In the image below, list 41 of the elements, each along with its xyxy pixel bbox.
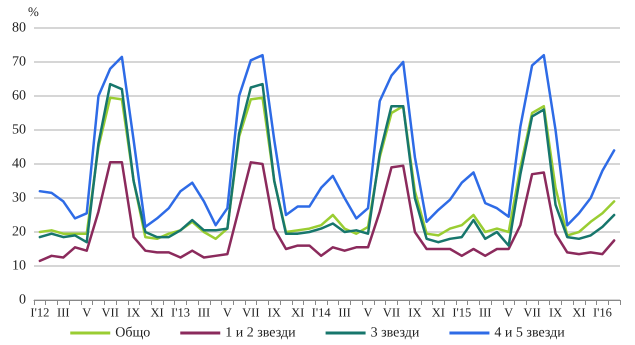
x-tick-label: V bbox=[504, 306, 514, 320]
y-tick-label: 30 bbox=[12, 190, 26, 206]
x-tick-label: V bbox=[82, 306, 92, 320]
y-tick-label: 10 bbox=[12, 258, 26, 274]
y-tick-label: 0 bbox=[19, 292, 26, 308]
y-tick-label: 20 bbox=[12, 224, 26, 240]
x-tick-label: IX bbox=[548, 306, 562, 320]
x-tick-label: I'13 bbox=[171, 306, 190, 320]
x-tick-label: V bbox=[364, 306, 373, 320]
x-tick-label: XI bbox=[432, 306, 445, 320]
x-tick-label: III bbox=[478, 306, 492, 320]
legend-label: Общо bbox=[115, 326, 150, 340]
x-tick-label: I'14 bbox=[312, 306, 332, 320]
y-axis-title: % bbox=[28, 4, 39, 19]
y-tick-label: 70 bbox=[12, 54, 26, 70]
x-tick-label: III bbox=[57, 306, 70, 320]
x-tick-label: XI bbox=[291, 306, 304, 320]
x-tick-label: XI bbox=[150, 306, 164, 320]
legend-label: 3 звезди bbox=[370, 326, 420, 340]
x-tick-label: VII bbox=[102, 306, 119, 320]
x-tick-label: IX bbox=[268, 306, 281, 320]
line-series bbox=[38, 54, 616, 228]
legend-label: 1 и 2 звезди bbox=[225, 326, 296, 340]
x-tick-label: XI bbox=[572, 306, 586, 320]
x-tick-label: I'16 bbox=[592, 306, 612, 320]
x-tick-label: VII bbox=[523, 306, 541, 320]
x-tick-label: I'15 bbox=[452, 306, 472, 320]
x-tick-label: VII bbox=[242, 306, 260, 320]
x-tick-label: VII bbox=[382, 306, 400, 320]
legend-label: 4 и 5 звезди bbox=[494, 326, 566, 340]
y-tick-label: 40 bbox=[12, 156, 26, 172]
y-tick-label: 60 bbox=[12, 88, 26, 104]
x-tick-label: V bbox=[222, 306, 232, 320]
x-tick-label: III bbox=[338, 306, 351, 320]
y-tick-label: 50 bbox=[12, 122, 26, 138]
x-tick-label: III bbox=[198, 306, 210, 320]
line-series bbox=[38, 161, 616, 262]
x-tick-label: IX bbox=[408, 306, 422, 320]
y-tick-label: 80 bbox=[12, 20, 26, 36]
x-tick-label: IX bbox=[127, 306, 140, 320]
x-tick-label: I'12 bbox=[30, 306, 50, 320]
